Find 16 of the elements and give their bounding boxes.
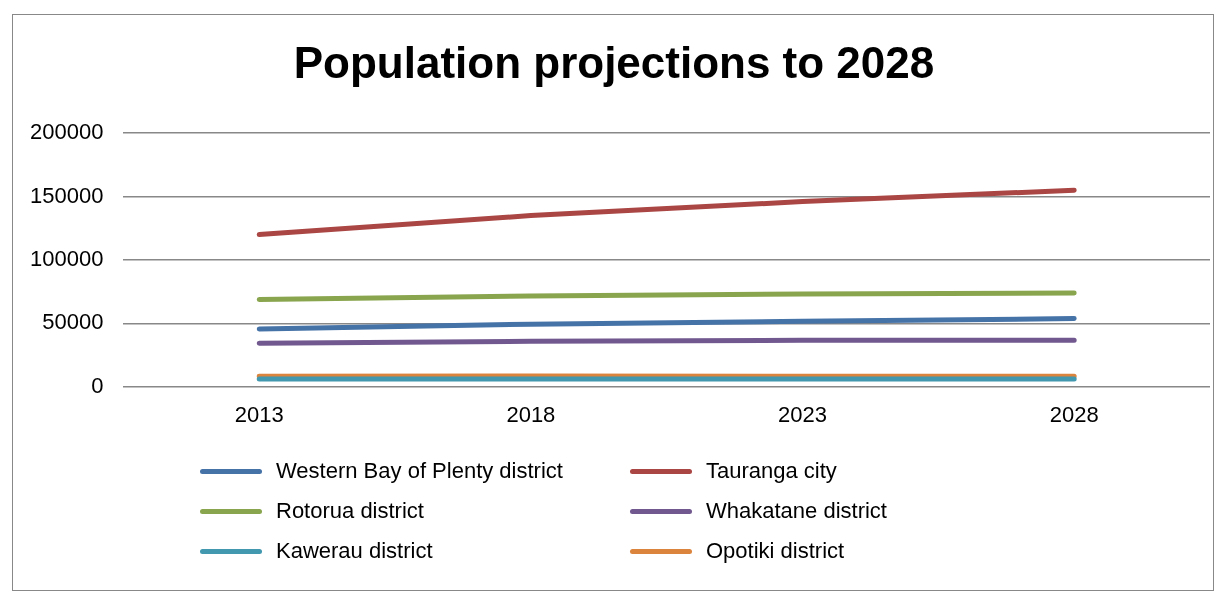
- x-tick-label: 2023: [778, 401, 828, 427]
- legend-label: Opotiki district: [706, 538, 845, 564]
- x-tick-label: 2028: [1049, 401, 1099, 427]
- x-tick-label: 2018: [506, 401, 556, 427]
- legend-label: Rotorua district: [276, 498, 424, 524]
- y-tick-label: 50000: [42, 309, 104, 335]
- legend-label: Kawerau district: [276, 538, 433, 564]
- x-tick-label: 2013: [234, 401, 284, 427]
- legend-label: Tauranga city: [706, 458, 837, 484]
- y-tick-label: 150000: [29, 182, 104, 208]
- legend-label: Whakatane district: [706, 498, 887, 524]
- chart-title: Population projections to 2028: [292, 38, 936, 88]
- y-tick-label: 100000: [29, 245, 104, 271]
- y-tick-label: 200000: [29, 119, 104, 145]
- legend-label: Western Bay of Plenty district: [276, 458, 563, 484]
- y-tick-label: 0: [91, 372, 104, 398]
